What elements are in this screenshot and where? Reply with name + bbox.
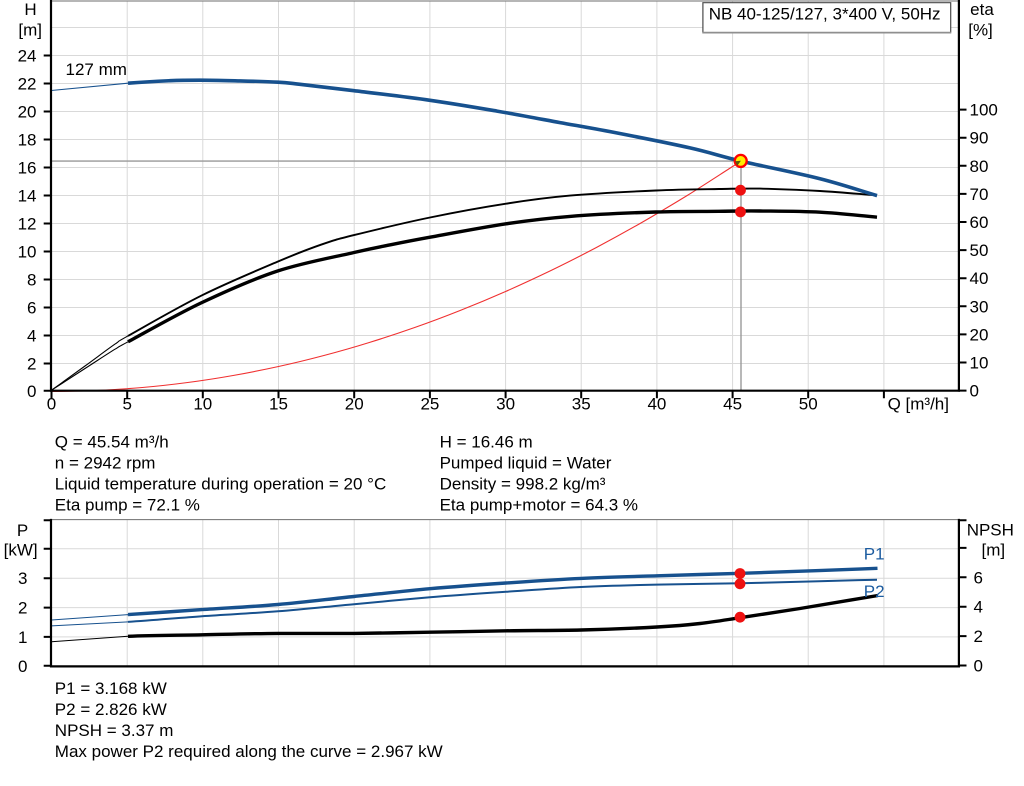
svg-text:Q = 45.54 m³/h: Q = 45.54 m³/h — [55, 433, 169, 452]
svg-text:Liquid temperature during oper: Liquid temperature during operation = 20… — [55, 474, 386, 493]
svg-text:20: 20 — [18, 103, 37, 122]
svg-text:0: 0 — [27, 382, 36, 401]
svg-text:eta: eta — [970, 0, 994, 19]
svg-text:Q [m³/h]: Q [m³/h] — [888, 395, 949, 414]
svg-text:8: 8 — [27, 271, 36, 290]
svg-text:6: 6 — [974, 568, 983, 587]
svg-text:P1: P1 — [864, 545, 885, 564]
svg-text:2: 2 — [27, 355, 36, 374]
svg-text:0: 0 — [974, 657, 983, 676]
svg-text:NB 40-125/127, 3*400 V, 50Hz: NB 40-125/127, 3*400 V, 50Hz — [709, 5, 941, 24]
svg-text:0: 0 — [47, 395, 56, 414]
svg-text:30: 30 — [970, 297, 989, 316]
svg-text:12: 12 — [18, 215, 37, 234]
svg-text:45: 45 — [723, 395, 742, 414]
svg-text:[kW]: [kW] — [4, 541, 38, 560]
svg-text:14: 14 — [18, 187, 37, 206]
svg-text:25: 25 — [420, 395, 439, 414]
svg-text:2: 2 — [18, 599, 27, 618]
svg-text:50: 50 — [970, 241, 989, 260]
svg-text:2: 2 — [974, 627, 983, 646]
svg-text:[%]: [%] — [968, 21, 993, 40]
svg-text:P2 = 2.826 kW: P2 = 2.826 kW — [55, 700, 167, 719]
svg-text:20: 20 — [345, 395, 364, 414]
svg-text:4: 4 — [27, 327, 36, 346]
svg-text:0: 0 — [970, 382, 979, 401]
svg-text:10: 10 — [193, 395, 212, 414]
svg-text:127 mm: 127 mm — [66, 60, 127, 79]
svg-text:10: 10 — [970, 354, 989, 373]
svg-text:6: 6 — [27, 299, 36, 318]
svg-text:Max power P2 required along th: Max power P2 required along the curve = … — [55, 742, 443, 761]
svg-text:P2: P2 — [864, 582, 885, 601]
svg-text:16: 16 — [18, 159, 37, 178]
svg-text:[m]: [m] — [18, 21, 42, 40]
svg-text:60: 60 — [970, 213, 989, 232]
svg-text:100: 100 — [970, 101, 998, 120]
svg-text:1: 1 — [18, 628, 27, 647]
svg-text:Eta pump+motor = 64.3 %: Eta pump+motor = 64.3 % — [440, 495, 638, 514]
svg-text:40: 40 — [647, 395, 666, 414]
svg-text:[m]: [m] — [982, 541, 1006, 560]
svg-text:3: 3 — [18, 569, 27, 588]
svg-text:Eta pump = 72.1 %: Eta pump = 72.1 % — [55, 495, 200, 514]
svg-text:5: 5 — [122, 395, 131, 414]
svg-text:30: 30 — [496, 395, 515, 414]
svg-text:10: 10 — [18, 243, 37, 262]
svg-text:70: 70 — [970, 185, 989, 204]
svg-text:15: 15 — [269, 395, 288, 414]
svg-text:NPSH: NPSH — [967, 521, 1014, 540]
svg-text:90: 90 — [970, 129, 989, 148]
svg-text:P1 = 3.168 kW: P1 = 3.168 kW — [55, 679, 167, 698]
svg-text:n = 2942 rpm: n = 2942 rpm — [55, 454, 156, 473]
svg-text:22: 22 — [18, 75, 37, 94]
svg-text:40: 40 — [970, 269, 989, 288]
svg-text:H: H — [24, 0, 36, 19]
svg-text:0: 0 — [18, 657, 27, 676]
svg-text:H = 16.46 m: H = 16.46 m — [440, 433, 533, 452]
svg-text:NPSH = 3.37 m: NPSH = 3.37 m — [55, 721, 174, 740]
svg-text:4: 4 — [974, 598, 983, 617]
svg-text:80: 80 — [970, 157, 989, 176]
svg-text:50: 50 — [799, 395, 818, 414]
svg-text:Density = 998.2 kg/m³: Density = 998.2 kg/m³ — [440, 474, 606, 493]
svg-text:P: P — [17, 521, 28, 540]
svg-text:35: 35 — [572, 395, 591, 414]
svg-text:Pumped liquid = Water: Pumped liquid = Water — [440, 454, 612, 473]
svg-text:20: 20 — [970, 325, 989, 344]
svg-text:24: 24 — [18, 47, 37, 66]
svg-text:18: 18 — [18, 131, 37, 150]
